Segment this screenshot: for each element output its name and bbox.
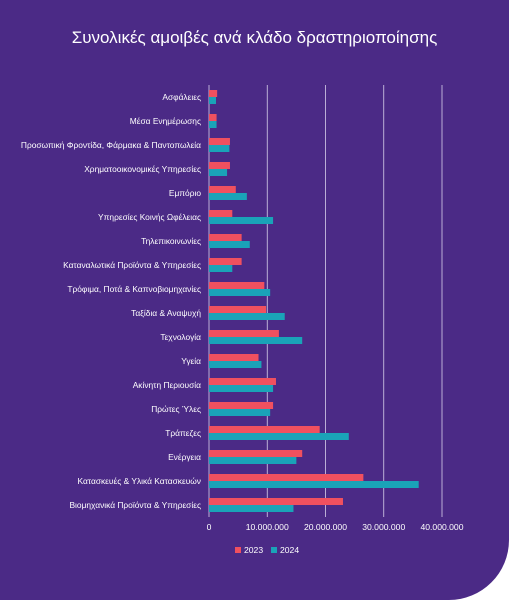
- bar-2024: [209, 97, 216, 104]
- category-label: Τηλεπικοινωνίες: [141, 236, 201, 246]
- x-axis-ticks: 0 10.000.000 20.000.000 30.000.000 40.000.00…: [207, 522, 464, 532]
- category-label: Τεχνολογία: [160, 332, 201, 342]
- legend-label-2024: 2024: [280, 545, 299, 555]
- bar-2023: [209, 354, 259, 361]
- legend-label-2023: 2023: [244, 545, 263, 555]
- bar-2024: [209, 385, 274, 392]
- category-label: Υπηρεσίες Κοινής Ωφέλειας: [98, 212, 201, 222]
- bar-2024: [209, 361, 262, 368]
- bar-2024: [209, 337, 303, 344]
- bar-2023: [209, 282, 265, 289]
- category-label: Βιομηχανικά Προϊόντα & Υπηρεσίες: [69, 500, 201, 510]
- bar-2024: [209, 169, 228, 176]
- bar-2024: [209, 505, 294, 512]
- bar-2024: [209, 121, 217, 128]
- bar-2024: [209, 289, 271, 296]
- bar-2023: [209, 186, 236, 193]
- bar-2024: [209, 265, 233, 272]
- x-tick-label: 30.000.000: [362, 522, 405, 532]
- bar-series: [209, 90, 419, 512]
- bar-2024: [209, 145, 230, 152]
- bar-2023: [209, 450, 303, 457]
- category-label: Μέσα Ενημέρωσης: [130, 116, 201, 126]
- bar-2023: [209, 234, 242, 241]
- x-tick-label: 40.000.000: [420, 522, 463, 532]
- category-label: Τράπεζες: [165, 428, 201, 438]
- gridlines: [208, 85, 443, 517]
- category-label: Πρώτες Ύλες: [151, 404, 201, 414]
- x-tick-label: 10.000.000: [246, 522, 289, 532]
- category-label: Ταξίδια & Αναψυχή: [131, 308, 201, 318]
- bar-2024: [209, 409, 271, 416]
- category-label: Κατασκευές & Υλικά Κατασκευών: [77, 476, 201, 486]
- category-label: Εμπόριο: [169, 188, 201, 198]
- bar-2023: [209, 90, 218, 97]
- bar-2024: [209, 313, 285, 320]
- category-label: Ακίνητη Περιουσία: [133, 380, 201, 390]
- bar-2023: [209, 474, 364, 481]
- bar-2023: [209, 378, 276, 385]
- category-label: Τρόφιμα, Ποτά & Καπνοβιομηχανίες: [67, 284, 201, 294]
- bar-2023: [209, 114, 217, 121]
- bar-2023: [209, 162, 230, 169]
- category-label: Προσωπική Φροντίδα, Φάρμακα & Παντοπωλεί…: [21, 140, 201, 150]
- bar-2023: [209, 306, 267, 313]
- category-label: Υγεία: [181, 356, 201, 366]
- category-label: Ασφάλειες: [162, 92, 201, 102]
- x-tick-label: 0: [207, 522, 212, 532]
- bar-2023: [209, 258, 242, 265]
- bar-2024: [209, 481, 419, 488]
- bar-2024: [209, 193, 247, 200]
- bar-2024: [209, 433, 349, 440]
- category-label: Καταναλωτικά Προϊόντα & Υπηρεσίες: [63, 260, 201, 270]
- bar-2024: [209, 241, 250, 248]
- bar-2023: [209, 138, 230, 145]
- chart-title: Συνολικές αμοιβές ανά κλάδο δραστηριοποί…: [71, 28, 438, 47]
- category-label: Ενέργεια: [168, 452, 201, 462]
- bar-2024: [209, 457, 297, 464]
- legend-swatch-2023: [235, 547, 241, 553]
- category-label: Χρηματοοικονομικές Υπηρεσίες: [84, 164, 201, 174]
- bar-2023: [209, 426, 320, 433]
- x-tick-label: 20.000.000: [304, 522, 347, 532]
- bar-2023: [209, 498, 343, 505]
- bar-2023: [209, 402, 274, 409]
- bar-2024: [209, 217, 274, 224]
- bar-2023: [209, 210, 233, 217]
- legend: 2023 2024: [235, 545, 299, 555]
- category-labels: Ασφάλειες Μέσα Ενημέρωσης Προσωπική Φροντί…: [21, 92, 201, 510]
- bar-2023: [209, 330, 279, 337]
- legend-swatch-2024: [271, 547, 277, 553]
